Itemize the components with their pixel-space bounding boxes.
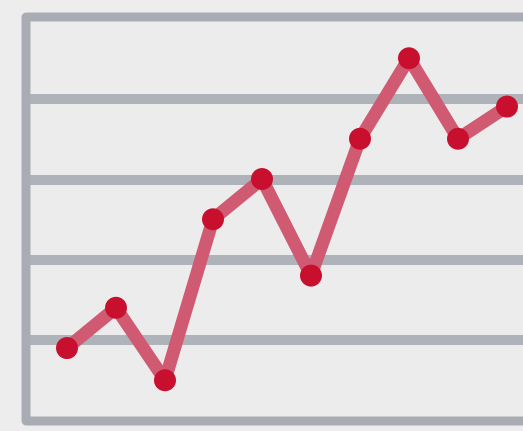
series-layer xyxy=(60,51,514,387)
data-point-8 xyxy=(398,47,420,70)
data-point-9 xyxy=(447,127,469,150)
plot-frame xyxy=(21,12,523,426)
data-point-5 xyxy=(251,168,273,190)
data-point-7 xyxy=(349,127,371,150)
data-point-10 xyxy=(496,95,518,118)
plot-background xyxy=(26,17,523,421)
data-point-3 xyxy=(154,369,176,392)
data-point-6 xyxy=(300,264,322,287)
series-line xyxy=(60,51,514,387)
data-point-1 xyxy=(56,337,78,360)
marker-layer xyxy=(56,47,518,392)
data-point-4 xyxy=(202,208,224,231)
data-point-2 xyxy=(105,296,127,319)
